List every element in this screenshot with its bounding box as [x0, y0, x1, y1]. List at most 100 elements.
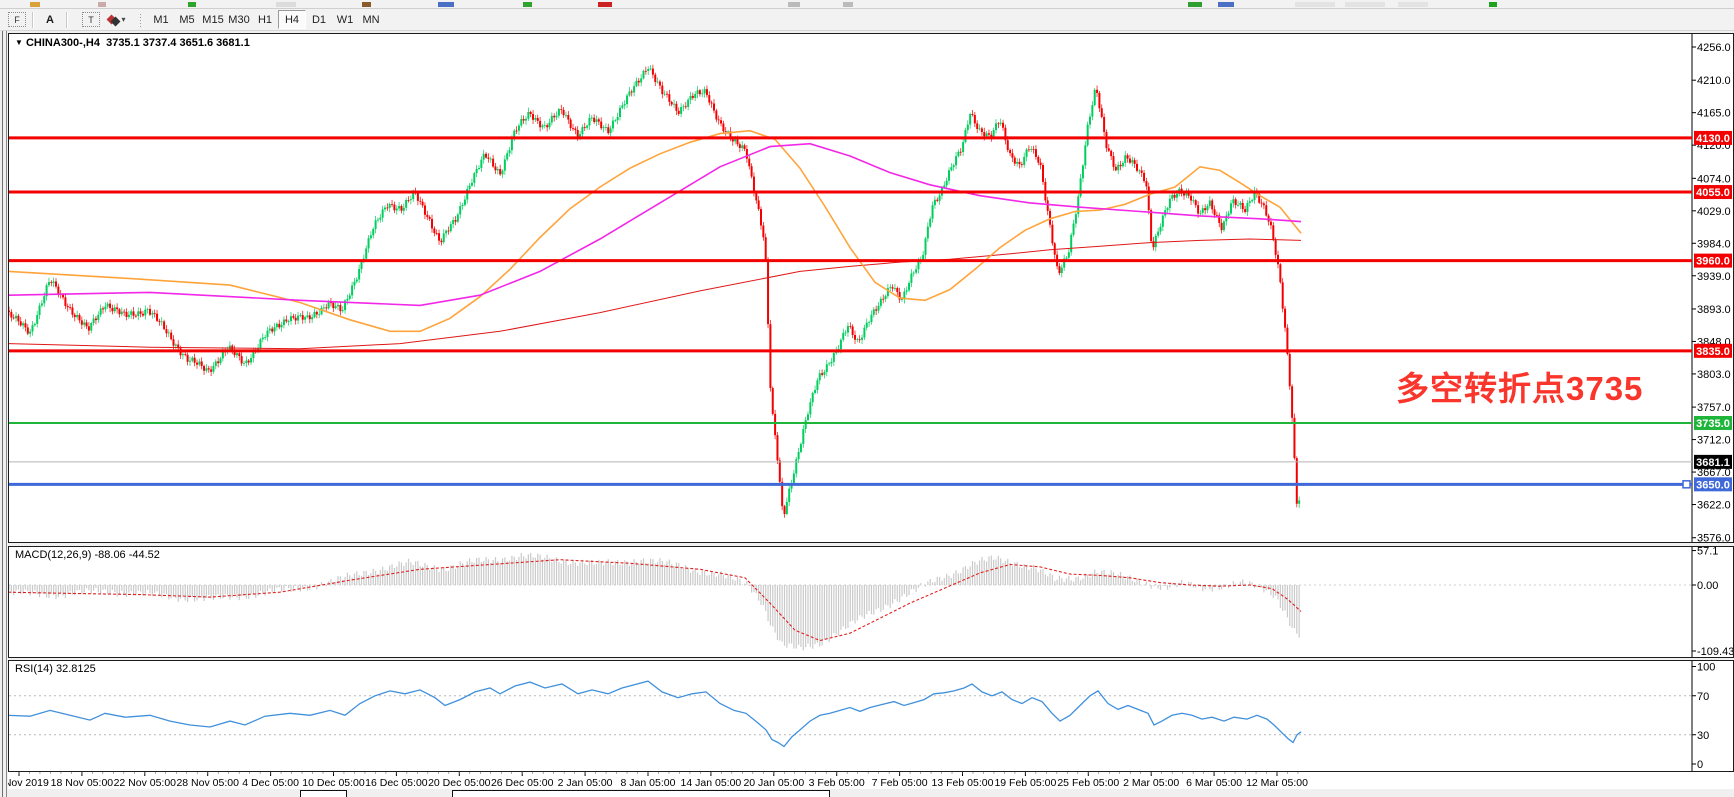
rsi-tick-label: 0	[1697, 759, 1703, 771]
toolbar-icon-fragment	[598, 2, 612, 7]
grid-tool-label: F	[14, 14, 20, 25]
rsi-canvas[interactable]: 100 70 30 0	[9, 661, 1733, 771]
macd-histogram	[9, 552, 1300, 651]
price-tick-label: 3984.0	[1697, 238, 1731, 250]
time-tick-label: 7 Feb 05:00	[872, 777, 928, 789]
text-tool-icon[interactable]: T	[82, 12, 100, 27]
time-tick-label: 22 Nov 05:00	[114, 777, 177, 789]
price-tick-label: 3939.0	[1697, 271, 1731, 283]
dropdown-caret-icon: ▾	[121, 15, 126, 24]
toolbar-drag-handle[interactable]	[139, 12, 143, 27]
rsi-tick-label: 70	[1697, 691, 1709, 703]
rsi-value: 32.8125	[55, 663, 96, 675]
time-tick-label: 2 Jan 05:00	[558, 777, 613, 789]
time-tick-label: 8 Jan 05:00	[621, 777, 676, 789]
price-badge-3650.0[interactable]: 3650.0	[1694, 477, 1732, 492]
svg-text:3735.0: 3735.0	[1696, 418, 1730, 430]
toolbar-icon-fragment	[1295, 2, 1335, 7]
main-chart-panel: ▼ CHINA300-,H4 3735.1 3737.4 3651.6 3681…	[8, 33, 1734, 543]
timeframe-button-m15[interactable]: M15	[202, 13, 224, 26]
price-badge-3681.1[interactable]: 3681.1	[1694, 454, 1732, 469]
price-tick-label: 4029.0	[1697, 206, 1731, 218]
macd-values: -88.06 -44.52	[94, 549, 160, 561]
time-tick-label: 14 Jan 05:00	[681, 777, 742, 789]
rsi-label: RSI(14) 32.8125	[15, 663, 96, 675]
chart-text-annotation[interactable]: 多空转折点3735	[1396, 370, 1644, 407]
macd-tick-label: 0.00	[1697, 580, 1718, 592]
timeframe-button-h4[interactable]: H4	[278, 10, 306, 29]
text-tool-label: T	[88, 14, 94, 25]
chart-menu-icon[interactable]: ▼	[15, 38, 23, 47]
price-badge-4130.0[interactable]: 4130.0	[1694, 130, 1732, 145]
macd-canvas[interactable]: 57.1 0.00 -109.43	[9, 547, 1733, 657]
grid-tool-icon[interactable]: F	[8, 12, 26, 27]
main-chart-canvas[interactable]: 4256.04210.04165.04120.04074.04029.03984…	[9, 34, 1733, 542]
price-tick-label: 4256.0	[1697, 42, 1731, 54]
toolbar-icon-fragment	[523, 2, 532, 7]
timeframe-button-m30[interactable]: M30	[228, 13, 250, 26]
toolbar-top-cutoff	[0, 0, 1734, 9]
timeframe-button-m5[interactable]: M5	[179, 13, 195, 26]
price-tick-label: 3712.0	[1697, 435, 1731, 447]
bottom-window-cutoff	[452, 790, 830, 797]
price-axis-ticks[interactable]: 4256.04210.04165.04120.04074.04029.03984…	[1692, 42, 1731, 542]
diamond-icon	[111, 16, 121, 27]
time-tick-label: 12 Nov 2019	[8, 777, 49, 789]
time-tick-label: 6 Mar 05:00	[1186, 777, 1242, 789]
rsi-tick-label: 100	[1697, 662, 1715, 674]
time-tick-label: 28 Nov 05:00	[176, 777, 239, 789]
rsi-panel: RSI(14) 32.8125 100 70 30 0	[8, 660, 1734, 772]
price-tick-label: 3622.0	[1697, 500, 1731, 512]
rsi-tick-label: 30	[1697, 730, 1709, 742]
time-tick-label: 20 Jan 05:00	[743, 777, 804, 789]
toolbar-icon-fragment	[843, 2, 853, 7]
timeframe-button-w1[interactable]: W1	[336, 13, 354, 26]
svg-text:4055.0: 4055.0	[1696, 187, 1730, 199]
macd-tick-label: 57.1	[1697, 547, 1718, 558]
time-tick-label: 18 Nov 05:00	[51, 777, 114, 789]
price-tick-label: 4210.0	[1697, 75, 1731, 87]
time-tick-label: 4 Dec 05:00	[242, 777, 299, 789]
time-tick-label: 25 Feb 05:00	[1057, 777, 1119, 789]
ma-red-line	[9, 238, 1302, 350]
toolbar-icon-fragment	[30, 2, 40, 7]
price-badge-3735.0[interactable]: 3735.0	[1694, 415, 1732, 430]
timeframe-button-d1[interactable]: D1	[311, 13, 327, 26]
rsi-line	[9, 680, 1302, 748]
timeframe-button-mn[interactable]: MN	[362, 13, 380, 26]
toolbar-separator	[32, 11, 34, 28]
time-tick-label: 16 Dec 05:00	[365, 777, 428, 789]
toolbar-icon-fragment	[788, 2, 800, 7]
toolbar-icon-fragment	[1489, 2, 1497, 7]
price-badge-4055.0[interactable]: 4055.0	[1694, 185, 1732, 200]
price-tick-label: 3893.0	[1697, 304, 1731, 316]
workspace-splitter[interactable]	[6, 31, 7, 797]
timeframe-button-h1[interactable]: H1	[257, 13, 273, 26]
time-tick-label: 20 Dec 05:00	[428, 777, 491, 789]
timeframe-group: M1 M5 M15 M30 H1 H4 D1 W1 MN	[148, 10, 384, 29]
price-tick-label: 4165.0	[1697, 108, 1731, 120]
svg-text:3835.0: 3835.0	[1696, 346, 1730, 358]
chart-title: ▼ CHINA300-,H4 3735.1 3737.4 3651.6 3681…	[15, 37, 250, 49]
price-tick-label: 3757.0	[1697, 402, 1731, 414]
ma-magenta-line	[9, 142, 1302, 307]
timeframe-button-m1[interactable]: M1	[153, 13, 169, 26]
toolbar-icon-fragment	[362, 2, 371, 7]
price-badge-3835.0[interactable]: 3835.0	[1694, 343, 1732, 358]
toolbar-icon-fragment	[438, 2, 454, 7]
annotation-tool-button[interactable]: A	[46, 13, 54, 26]
time-tick-label: 10 Dec 05:00	[302, 777, 365, 789]
macd-label: MACD(12,26,9) -88.06 -44.52	[15, 549, 160, 561]
svg-text:3681.1: 3681.1	[1696, 457, 1730, 469]
time-tick-label: 12 Mar 05:00	[1246, 777, 1308, 789]
price-badge-3960.0[interactable]: 3960.0	[1694, 253, 1732, 268]
time-tick-label: 19 Feb 05:00	[994, 777, 1056, 789]
toolbar-icon-fragment	[276, 2, 296, 7]
objects-tool-button[interactable]: ▾	[100, 11, 134, 29]
level-drag-handle[interactable]	[1682, 480, 1691, 489]
svg-text:3960.0: 3960.0	[1696, 256, 1730, 268]
chart-symbol-period: CHINA300-,H4	[25, 37, 100, 49]
time-tick-label: 2 Mar 05:00	[1123, 777, 1179, 789]
time-tick-label: 3 Feb 05:00	[809, 777, 865, 789]
